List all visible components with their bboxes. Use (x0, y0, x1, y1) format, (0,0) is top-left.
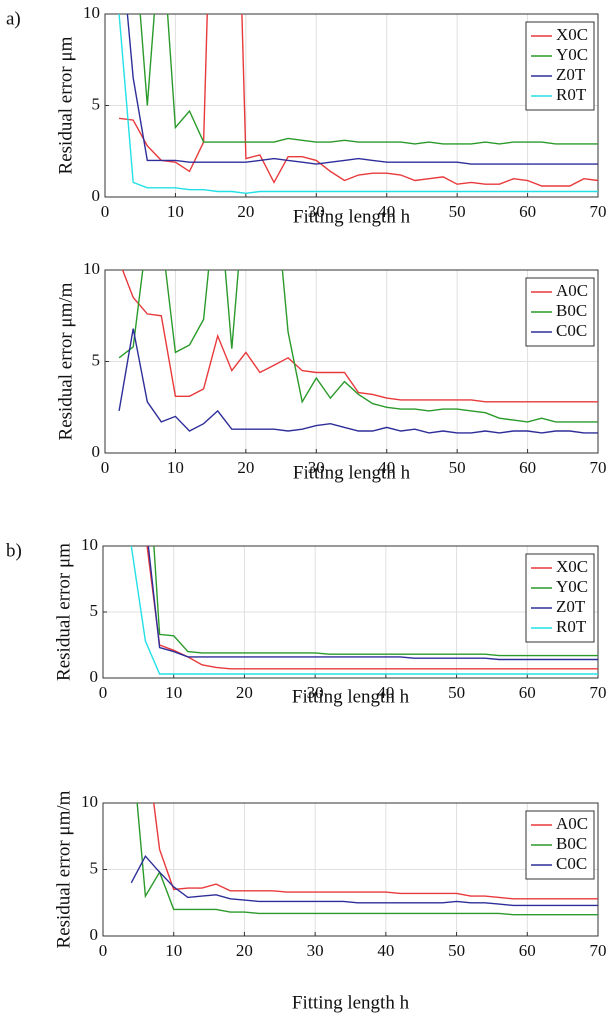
x-tick-label: 40 (377, 683, 394, 702)
panel-label: b) (6, 540, 22, 561)
plot-area (130, 546, 598, 675)
series-line (136, 803, 598, 916)
chart: a) 0 10 20 30 40 50 60 70 0 5 10 Fitting length h Res… (6, 3, 607, 227)
series-line (153, 546, 598, 657)
legend-label: Z0T (556, 597, 586, 616)
x-tick-label: 0 (101, 202, 110, 221)
x-tick-label: 50 (448, 683, 465, 702)
x-axis-label: Fitting length h (292, 686, 410, 707)
y-axis-label: Residual error μm (53, 543, 74, 681)
series-line (147, 546, 598, 661)
x-axis-label: Fitting length h (293, 462, 411, 483)
legend-label: B0C (556, 301, 587, 320)
legend-label: Y0C (556, 45, 588, 64)
x-tick-label: 20 (237, 202, 254, 221)
series-line (153, 803, 598, 900)
y-tick-label: 10 (81, 792, 98, 811)
x-tick-label: 70 (590, 941, 607, 960)
series-line (146, 546, 598, 670)
x-axis-label: Fitting length h (292, 992, 410, 1013)
y-axis-label: Residual error μm/m (53, 790, 74, 948)
x-tick-label: 10 (165, 683, 182, 702)
x-tick-label: 40 (378, 202, 395, 221)
x-tick-label: 60 (519, 683, 536, 702)
y-tick-label: 0 (90, 667, 99, 686)
x-tick-label: 0 (101, 458, 110, 477)
x-tick-label: 20 (237, 458, 254, 477)
y-tick-label: 10 (83, 259, 100, 278)
y-tick-label: 0 (92, 186, 101, 205)
x-tick-label: 40 (377, 941, 394, 960)
x-tick-label: 60 (519, 458, 536, 477)
series-line (121, 270, 598, 403)
y-tick-label: 5 (90, 858, 99, 877)
x-tick-label: 0 (99, 683, 108, 702)
x-tick-label: 50 (449, 458, 466, 477)
x-tick-label: 20 (236, 941, 253, 960)
legend-label: A0C (556, 814, 588, 833)
x-tick-label: 10 (167, 458, 184, 477)
y-tick-label: 5 (92, 94, 101, 113)
plot-area (130, 803, 598, 916)
legend-label: X0C (556, 557, 588, 576)
chart: 0 10 20 30 40 50 60 70 0 5 10 Fitting length h Resid… (53, 790, 607, 1013)
series-line (118, 270, 598, 423)
x-tick-label: 70 (590, 683, 607, 702)
legend-label: Y0C (556, 577, 588, 596)
y-tick-label: 10 (83, 3, 100, 22)
plot-area (118, 270, 598, 434)
x-tick-label: 10 (167, 202, 184, 221)
y-tick-label: 0 (90, 925, 99, 944)
series-line (118, 328, 598, 434)
x-tick-label: 30 (308, 458, 325, 477)
x-tick-label: 60 (519, 941, 536, 960)
x-tick-label: 50 (448, 941, 465, 960)
x-tick-label: 70 (590, 458, 607, 477)
legend-label: C0C (556, 854, 587, 873)
chart: 0 10 20 30 40 50 60 70 0 5 10 Fitting length h Resid… (55, 259, 607, 483)
y-tick-label: 10 (81, 535, 98, 554)
plot-area (118, 14, 598, 195)
y-tick-label: 5 (92, 350, 101, 369)
y-axis-label: Residual error μm (55, 36, 76, 174)
legend-label: C0C (556, 321, 587, 340)
x-tick-label: 0 (99, 941, 108, 960)
legend-label: R0T (556, 85, 587, 104)
legend-label: B0C (556, 834, 587, 853)
series-line (126, 14, 598, 165)
legend-label: A0C (556, 281, 588, 300)
x-tick-label: 10 (165, 941, 182, 960)
x-axis-label: Fitting length h (293, 206, 411, 227)
legend-label: R0T (556, 617, 587, 636)
legend-label: Z0T (556, 65, 586, 84)
panel-label: a) (6, 8, 21, 29)
series-line (130, 546, 598, 675)
legend-label: X0C (556, 25, 588, 44)
series-line (130, 854, 598, 907)
x-tick-label: 30 (307, 941, 324, 960)
series-line (139, 14, 598, 145)
x-tick-label: 50 (449, 202, 466, 221)
chart: b) 0 10 20 30 40 50 60 70 0 5 10 Fitting length h Res… (6, 535, 607, 707)
x-tick-label: 60 (519, 202, 536, 221)
series-line (118, 14, 598, 195)
x-tick-label: 20 (236, 683, 253, 702)
x-tick-label: 30 (308, 202, 325, 221)
y-axis-label: Residual error μm/m (55, 282, 76, 440)
x-tick-label: 30 (307, 683, 324, 702)
series-line (119, 14, 598, 187)
y-tick-label: 5 (90, 601, 99, 620)
x-tick-label: 40 (378, 458, 395, 477)
y-tick-label: 0 (92, 442, 101, 461)
x-tick-label: 70 (590, 202, 607, 221)
